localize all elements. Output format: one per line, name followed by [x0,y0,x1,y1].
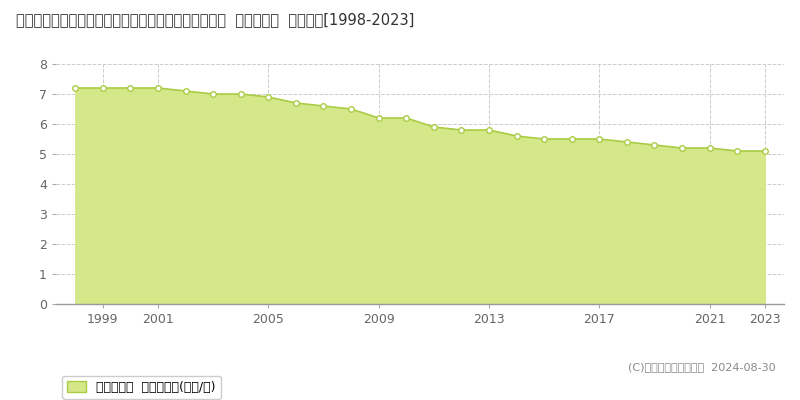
Text: 和歌山県有田郡広川町大字下津木字権蔵原７４３番３  基準地価格  地価推移[1998-2023]: 和歌山県有田郡広川町大字下津木字権蔵原７４３番３ 基準地価格 地価推移[1998… [16,12,414,27]
Text: (C)土地価格ドットコム  2024-08-30: (C)土地価格ドットコム 2024-08-30 [628,362,776,372]
Legend: 基準地価格  平均坪単価(万円/坪): 基準地価格 平均坪単価(万円/坪) [62,376,221,398]
